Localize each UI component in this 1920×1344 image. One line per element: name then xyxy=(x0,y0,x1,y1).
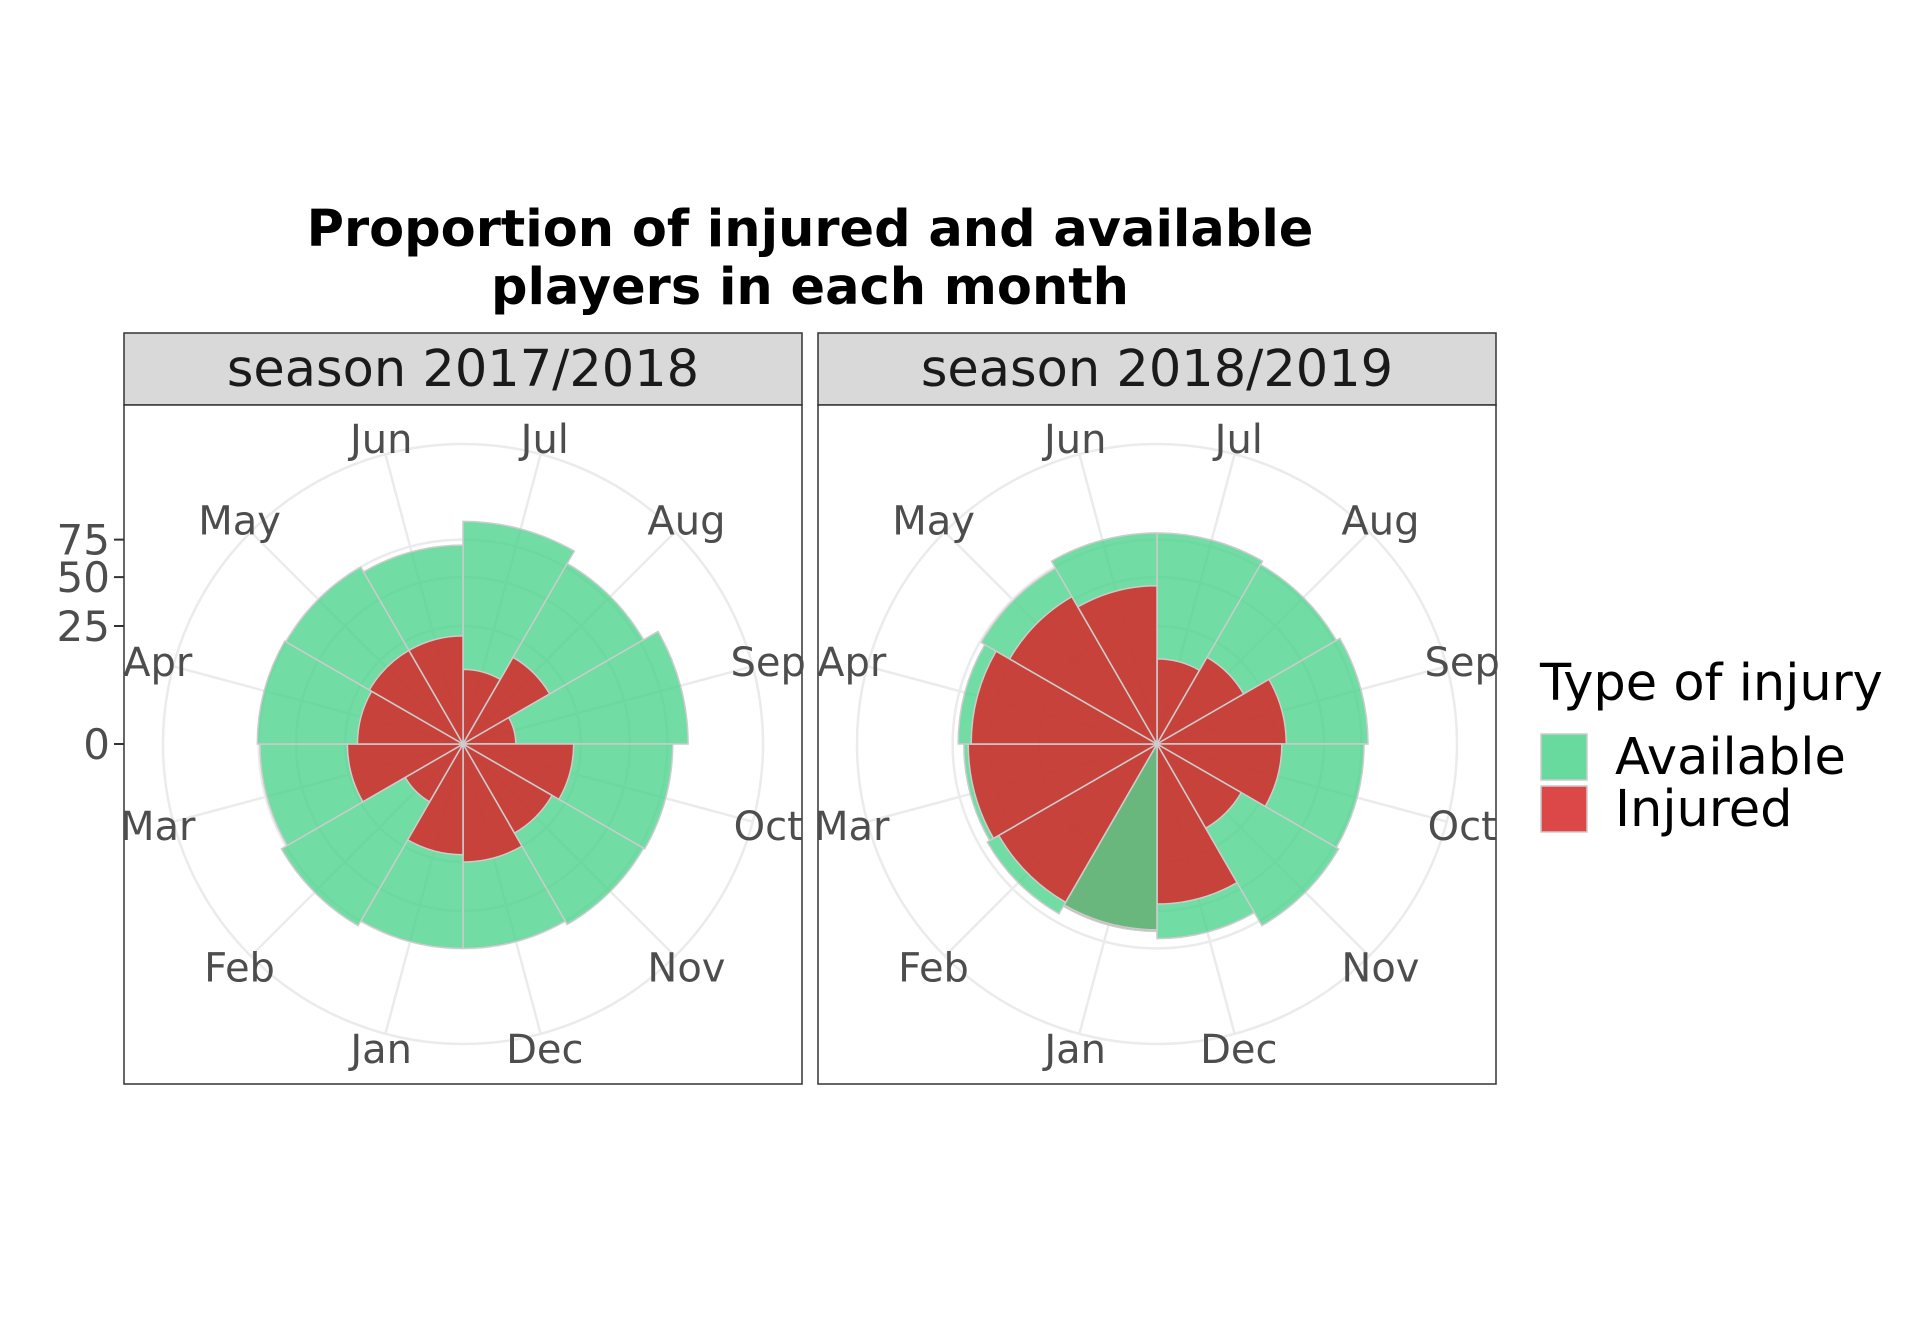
grid-circle-outer xyxy=(855,442,1459,1046)
panel-2: season 2018/2019 Jul Aug Sep Oct Nov Dec Jan Feb… xyxy=(814,332,1500,1085)
grid-circle-outer xyxy=(161,442,765,1046)
month-label-jun: Jun xyxy=(347,417,413,463)
month-labels: Jul Aug Sep Oct Nov Dec Jan Feb Mar Apr May Jun xyxy=(814,417,1500,1073)
month-label-apr: Apr xyxy=(817,640,887,686)
radial-tick-label: 25 xyxy=(57,602,110,651)
title-line-2: players in each month xyxy=(491,258,1129,317)
legend-label-injured: Injured xyxy=(1615,780,1792,839)
month-label-jan: Jan xyxy=(347,1027,412,1073)
panel-1: season 2017/2018 Jul Aug Sep Oct Nov Dec Jan Feb… xyxy=(120,332,806,1085)
bar-injured-mar xyxy=(967,743,1160,840)
title-line-1: Proportion of injured and available xyxy=(307,200,1314,259)
month-label-jan: Jan xyxy=(1041,1027,1106,1073)
panel-strip-label: season 2018/2019 xyxy=(921,340,1393,399)
legend-key-injured xyxy=(1540,785,1588,833)
panel-strip-label: season 2017/2018 xyxy=(227,340,699,399)
bars xyxy=(957,532,1369,940)
month-label-sep: Sep xyxy=(1425,640,1500,686)
bar-injured-feb xyxy=(997,741,1160,904)
radial-tick-label: 0 xyxy=(83,720,110,769)
month-label-apr: Apr xyxy=(123,640,193,686)
bar-available-sep xyxy=(460,630,689,745)
month-label-nov: Nov xyxy=(1341,945,1419,991)
month-label-nov: Nov xyxy=(647,945,725,991)
legend-label-available: Available xyxy=(1615,728,1846,787)
month-label-oct: Oct xyxy=(1428,804,1497,850)
month-label-mar: Mar xyxy=(814,804,890,850)
month-label-mar: Mar xyxy=(120,804,196,850)
month-label-aug: Aug xyxy=(647,499,725,545)
legend-key-available xyxy=(1540,733,1588,781)
radial-tick-label: 50 xyxy=(57,553,110,602)
month-labels: Jul Aug Sep Oct Nov Dec Jan Feb Mar Apr May Jun xyxy=(120,417,806,1073)
bars xyxy=(256,520,689,950)
month-label-oct: Oct xyxy=(734,804,803,850)
month-label-feb: Feb xyxy=(898,945,969,991)
month-label-aug: Aug xyxy=(1341,499,1419,545)
bar-injured-jun xyxy=(407,635,464,747)
month-label-may: May xyxy=(198,499,281,545)
month-label-jul: Jul xyxy=(518,417,569,463)
bar-injured-jun xyxy=(1076,584,1158,747)
month-label-sep: Sep xyxy=(731,640,806,686)
legend-title: Type of injury xyxy=(1539,654,1883,713)
month-label-feb: Feb xyxy=(204,945,275,991)
chart-title: Proportion of injured and available play… xyxy=(307,200,1314,317)
month-label-may: May xyxy=(892,499,975,545)
bar-available-jan xyxy=(1063,741,1158,931)
month-label-dec: Dec xyxy=(1200,1027,1277,1073)
month-label-jul: Jul xyxy=(1212,417,1263,463)
radial-tick-label: 75 xyxy=(57,516,110,565)
month-label-dec: Dec xyxy=(506,1027,583,1073)
month-label-jun: Jun xyxy=(1041,417,1107,463)
bar-injured-may xyxy=(1008,595,1160,747)
bar-injured-apr xyxy=(970,650,1160,745)
panel-strip xyxy=(123,332,803,406)
